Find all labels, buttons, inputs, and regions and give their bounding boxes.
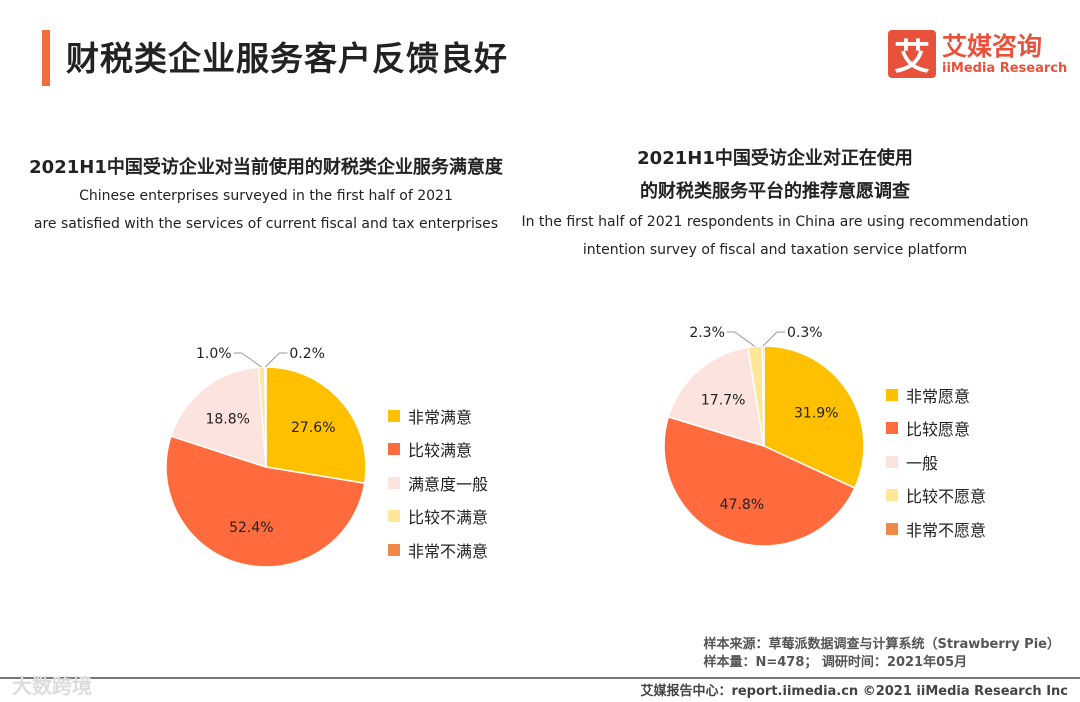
pie-slice (169, 366, 267, 469)
legend-swatch (886, 455, 898, 468)
legend-swatch (886, 489, 898, 502)
legend-swatch (388, 510, 400, 523)
source-note: 样本来源：草莓派数据调查与计算系统（Strawberry Pie） (703, 637, 1060, 652)
legend-label: 一般 (906, 453, 939, 473)
legend-label: 比较不愿意 (906, 487, 987, 507)
legend-item: 比较不满意 (388, 500, 488, 534)
page-title: 财税类企业服务客户反馈良好 (66, 39, 508, 78)
legend-swatch (388, 476, 400, 489)
data-label: 31.9% (794, 406, 838, 422)
leader-line (726, 331, 756, 347)
footer-credit: 艾媒报告中心：report.iimedia.cn ©2021 iiMedia R… (640, 684, 1068, 699)
chart2-title: 2021H1中国受访企业对正在使用 (637, 148, 913, 169)
chart2-subtitle-1: In the first half of 2021 respondents in… (521, 214, 1029, 230)
chart1-subtitle-2: are satisfied with the services of curre… (33, 216, 499, 232)
legend-label: 非常愿意 (906, 386, 971, 406)
legend-swatch (388, 543, 400, 556)
logo-cn: 艾媒咨询 (942, 31, 1043, 61)
leader-line (233, 352, 262, 368)
legend-item: 比较不愿意 (886, 479, 986, 513)
leader-line (265, 352, 288, 368)
chart1-legend: 非常满意比较满意满意度一般比较不满意非常不满意 (388, 399, 488, 567)
pie-slice (667, 346, 765, 448)
logo-mark: 艾 (888, 30, 936, 78)
logo: 艾 艾媒咨询 iiMedia Research (888, 30, 1067, 78)
legend-label: 非常满意 (408, 407, 473, 427)
data-label: 27.6% (291, 420, 335, 436)
chart2-legend: 非常愿意比较愿意一般比较不愿意非常不愿意 (886, 378, 986, 546)
legend-label: 非常不满意 (408, 541, 489, 561)
footer-divider (0, 677, 1080, 679)
pie-slice (165, 435, 366, 568)
legend-label: 比较满意 (408, 441, 473, 461)
data-label: 2.3% (689, 325, 725, 341)
legend-item: 非常满意 (388, 399, 488, 433)
chart2-title-2: 的财税类服务平台的推荐意愿调查 (640, 181, 910, 202)
legend-swatch (886, 422, 898, 435)
legend-label: 非常不愿意 (906, 520, 987, 540)
chart1-subtitle-1: Chinese enterprises surveyed in the firs… (79, 188, 453, 204)
pie-slice (761, 345, 765, 447)
chart1-header: 2021H1中国受访企业对当前使用的财税类企业服务满意度 Chinese ent… (0, 154, 532, 238)
legend-item: 比较满意 (388, 433, 488, 467)
legend-swatch (388, 443, 400, 456)
pie-slice (663, 415, 856, 547)
leader-line (762, 331, 786, 347)
data-label: 0.3% (787, 325, 823, 341)
legend-swatch (886, 388, 898, 401)
data-label: 17.7% (701, 392, 745, 408)
legend-item: 非常不愿意 (886, 512, 986, 546)
pie-slice (763, 345, 865, 490)
legend-item: 非常不满意 (388, 533, 488, 567)
title-accent-bar (42, 30, 50, 86)
legend-swatch (388, 409, 400, 422)
chart2-subtitle-2: intention survey of fiscal and taxation … (582, 242, 968, 258)
footer-notes: 样本来源：草莓派数据调查与计算系统（Strawberry Pie） 样本量：N=… (703, 636, 1060, 672)
legend-item: 满意度一般 (388, 466, 488, 500)
legend-item: 非常愿意 (886, 378, 986, 412)
legend-label: 比较愿意 (906, 420, 971, 440)
data-label: 47.8% (720, 497, 764, 513)
watermark: 大数跨境 (12, 674, 92, 698)
data-label: 52.4% (229, 520, 273, 536)
legend-label: 满意度一般 (408, 474, 489, 494)
data-label: 1.0% (196, 346, 232, 362)
chart1-title: 2021H1中国受访企业对当前使用的财税类企业服务满意度 (29, 157, 503, 178)
legend-item: 比较愿意 (886, 412, 986, 446)
legend-label: 比较不满意 (408, 508, 489, 528)
legend-item: 一般 (886, 445, 986, 479)
data-label: 0.2% (289, 346, 325, 362)
data-label: 18.8% (205, 411, 249, 427)
chart2-header: 2021H1中国受访企业对正在使用 的财税类服务平台的推荐意愿调查 In the… (510, 142, 1040, 264)
legend-swatch (886, 522, 898, 535)
pie-slice (265, 366, 367, 485)
sample-note: 样本量：N=478； 调研时间：2021年05月 (703, 655, 968, 670)
logo-en: iiMedia Research (942, 60, 1068, 76)
